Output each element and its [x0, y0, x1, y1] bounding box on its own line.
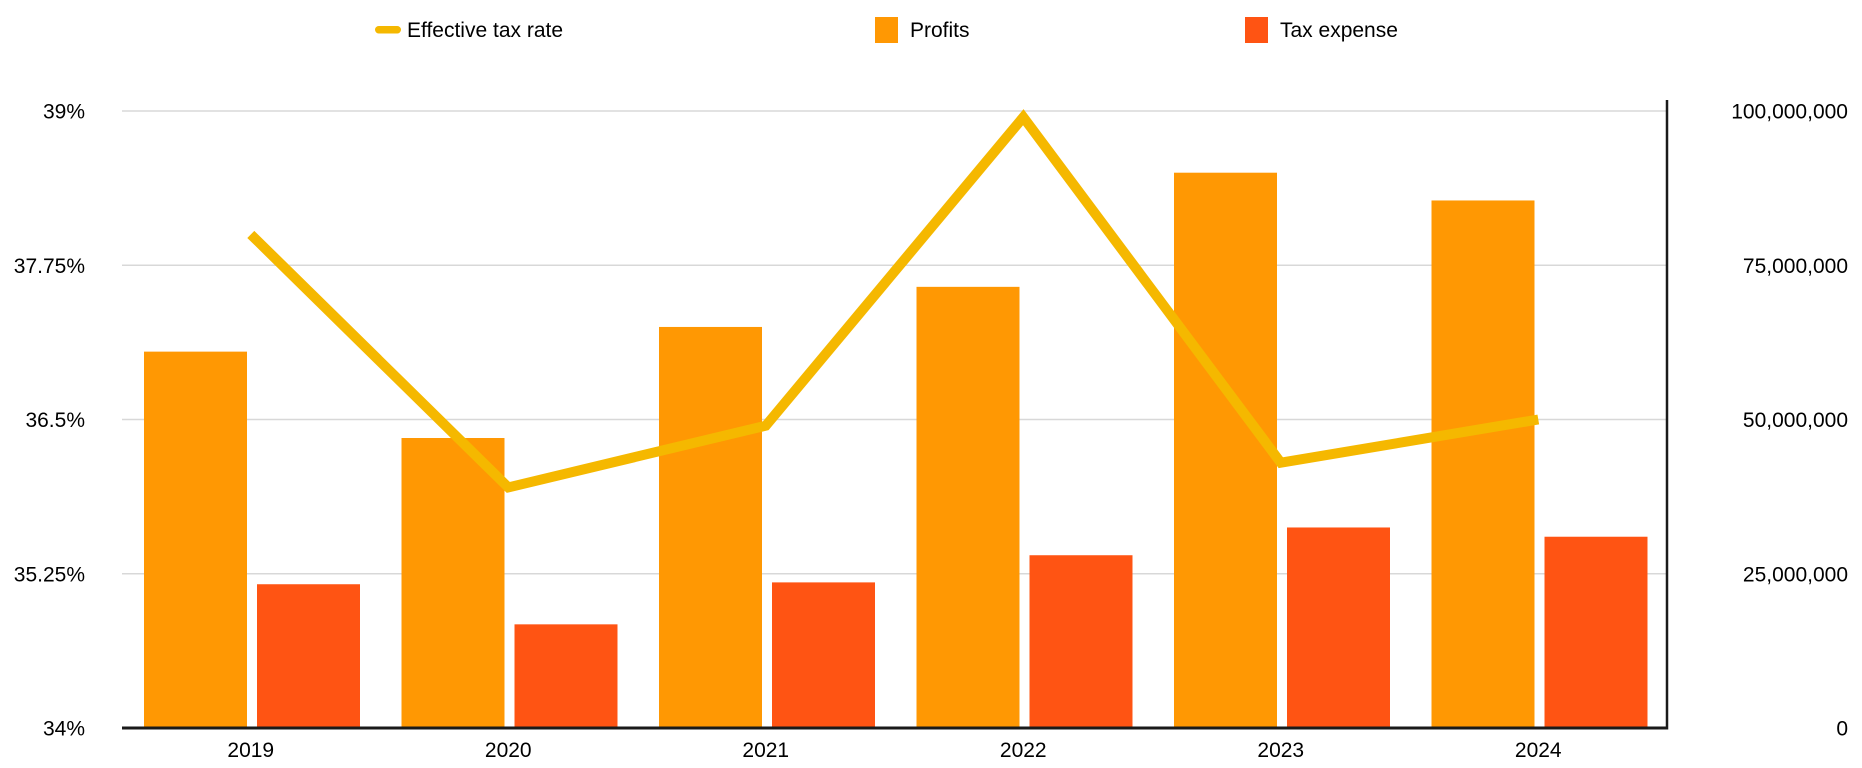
right-axis-tick-label: 75,000,000: [1743, 255, 1848, 278]
bar-profits-2024: [1431, 200, 1535, 729]
legend-item-tax-expense-label: Tax expense: [1280, 19, 1398, 42]
legend-item-tax-expense-swatch-icon: [1245, 17, 1268, 43]
x-axis-label-2019: 2019: [227, 739, 274, 762]
bar-tax-expense-2024: [1544, 536, 1648, 728]
x-axis-label-2021: 2021: [742, 739, 789, 762]
x-axis-label-2024: 2024: [1515, 739, 1562, 762]
right-axis-tick-label: 50,000,000: [1743, 409, 1848, 432]
legend-item-effective-tax-rate-label: Effective tax rate: [407, 19, 563, 42]
right-axis-tick-label: 100,000,000: [1731, 101, 1848, 124]
x-axis-label-2022: 2022: [1000, 739, 1047, 762]
effective-tax-rate-line: [247, 109, 1540, 493]
right-axis-tick-label: 0: [1836, 718, 1848, 741]
right-axis-tick-label: 25,000,000: [1743, 563, 1848, 586]
x-axis-label-2023: 2023: [1257, 739, 1304, 762]
bar-profits-2023: [1174, 172, 1277, 728]
bar-profits-2021: [659, 326, 762, 728]
bar-tax-expense-2022: [1029, 555, 1133, 728]
bar-tax-expense-2019: [257, 584, 360, 728]
left-axis-tick-label: 35.25%: [14, 563, 85, 586]
bar-tax-expense-2023: [1287, 527, 1390, 728]
legend-item-profits-swatch-icon: [875, 17, 898, 43]
left-axis-tick-label: 34%: [43, 718, 85, 741]
left-axis-tick-label: 39%: [43, 101, 85, 124]
bar-profits-2020: [401, 438, 505, 728]
x-axis-label-2020: 2020: [485, 739, 532, 762]
bar-profits-2022: [916, 286, 1020, 728]
legend-item-profits-label: Profits: [910, 19, 970, 42]
bar-tax-expense-2020: [514, 624, 618, 728]
bar-profits-2019: [144, 351, 247, 728]
left-axis-tick-label: 36.5%: [25, 409, 85, 432]
legend-item-effective-tax-rate-dash-icon: [375, 26, 401, 34]
bar-tax-expense-2021: [772, 582, 875, 728]
left-axis-tick-label: 37.75%: [14, 255, 85, 278]
